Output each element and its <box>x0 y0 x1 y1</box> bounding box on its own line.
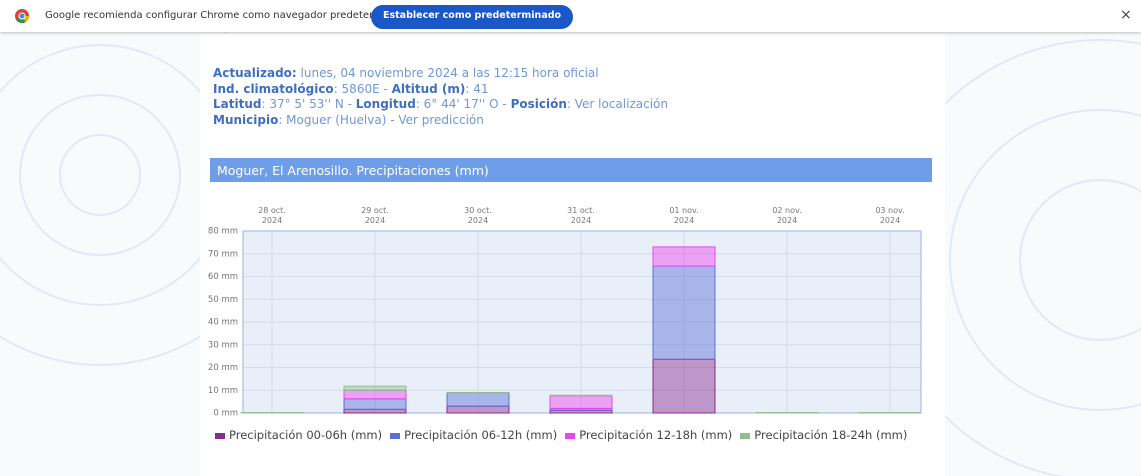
y-tick-label: 40 mm <box>208 318 238 328</box>
legend-label: Precipitación 18-24h (mm) <box>754 428 907 442</box>
legend-item: Precipitación 06-12h (mm) <box>390 428 557 442</box>
page: Google recomienda configurar Chrome como… <box>0 0 1141 476</box>
x-tick-label: 30 oct. 2024 <box>438 206 518 226</box>
legend-swatch <box>215 433 225 439</box>
y-tick-label: 80 mm <box>208 227 238 237</box>
legend-item: Precipitación 18-24h (mm) <box>740 428 907 442</box>
legend: Precipitación 00-06h (mm) Precipitación 0… <box>215 428 907 442</box>
legend-label: Precipitación 06-12h (mm) <box>404 428 557 442</box>
y-tick-label: 20 mm <box>208 363 238 373</box>
y-tick-label: 70 mm <box>208 249 238 259</box>
legend-label: Precipitación 00-06h (mm) <box>229 428 382 442</box>
bar-segment <box>653 359 715 413</box>
bar-segment <box>447 393 509 406</box>
legend-item: Precipitación 00-06h (mm) <box>215 428 382 442</box>
y-tick-label: 30 mm <box>208 340 238 350</box>
bar-segment <box>447 406 509 413</box>
chart: 0 mm 10 mm 20 mm 30 mm 40 mm 50 mm 60 mm 70 mm 8… <box>0 0 1141 476</box>
bar-segment <box>550 396 612 409</box>
bar-segment <box>653 266 715 359</box>
x-tick-label: 31 oct. 2024 <box>541 206 621 226</box>
bar-segment <box>344 399 406 409</box>
y-tick-label: 60 mm <box>208 272 238 282</box>
bar-segment <box>344 409 406 413</box>
bar-segment <box>344 390 406 399</box>
legend-swatch <box>390 433 400 439</box>
bar-segment <box>653 247 715 266</box>
x-tick-label: 02 nov. 2024 <box>747 206 827 226</box>
x-tick-label: 28 oct. 2024 <box>232 206 312 226</box>
bar-segment <box>344 386 406 390</box>
x-tick-label: 01 nov. 2024 <box>644 206 724 226</box>
x-tick-label: 29 oct. 2024 <box>335 206 415 226</box>
legend-item: Precipitación 12-18h (mm) <box>565 428 732 442</box>
y-tick-label: 0 mm <box>213 409 238 419</box>
legend-label: Precipitación 12-18h (mm) <box>579 428 732 442</box>
legend-swatch <box>565 433 575 439</box>
y-tick-label: 50 mm <box>208 295 238 305</box>
legend-swatch <box>740 433 750 439</box>
x-tick-label: 03 nov. 2024 <box>850 206 930 226</box>
y-tick-label: 10 mm <box>208 386 238 396</box>
